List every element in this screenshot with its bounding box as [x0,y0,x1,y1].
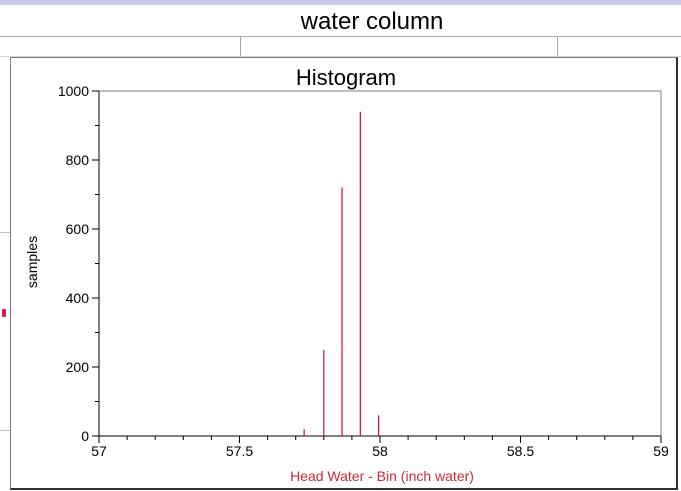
column-header-row [0,37,681,57]
y-tick-label: 400 [66,290,90,306]
page-title: water column [300,8,444,35]
histogram-chart[interactable]: Histogram 0 200 400 600 800 1000 57 57.5 58 58.5 5… [11,58,676,488]
column-divider[interactable] [557,37,558,57]
window-top-accent-bar [0,0,681,5]
x-axis-label: Head Water - Bin (inch water) [290,468,474,484]
y-tick-label: 800 [66,152,90,168]
row-divider [0,232,10,233]
y-axis-label: samples [24,236,40,288]
column-divider[interactable] [240,37,241,57]
x-tick-label: 58.5 [507,443,534,459]
x-tick-label: 58 [372,443,388,459]
axes: 0 200 400 600 800 1000 57 57.5 58 58.5 59 [58,83,669,459]
left-table-edge [0,57,10,491]
y-tick-label: 600 [66,221,90,237]
x-tick-label: 59 [653,443,669,459]
histogram-bars [303,111,380,436]
title-row: water column [0,5,681,37]
chart-title: Histogram [296,65,396,90]
plot-area[interactable] [98,90,662,437]
header-row-divider [0,56,681,57]
x-tick-label: 57.5 [226,443,253,459]
row-divider [0,430,10,431]
y-tick-label: 1000 [58,83,89,99]
trace-marker-icon[interactable] [2,309,6,317]
x-tick-label: 57 [91,443,107,459]
y-tick-label: 0 [81,428,89,444]
y-tick-label: 200 [66,359,90,375]
histogram-graph-window[interactable]: Histogram 0 200 400 600 800 1000 57 57.5 58 58.5 5… [10,57,678,490]
